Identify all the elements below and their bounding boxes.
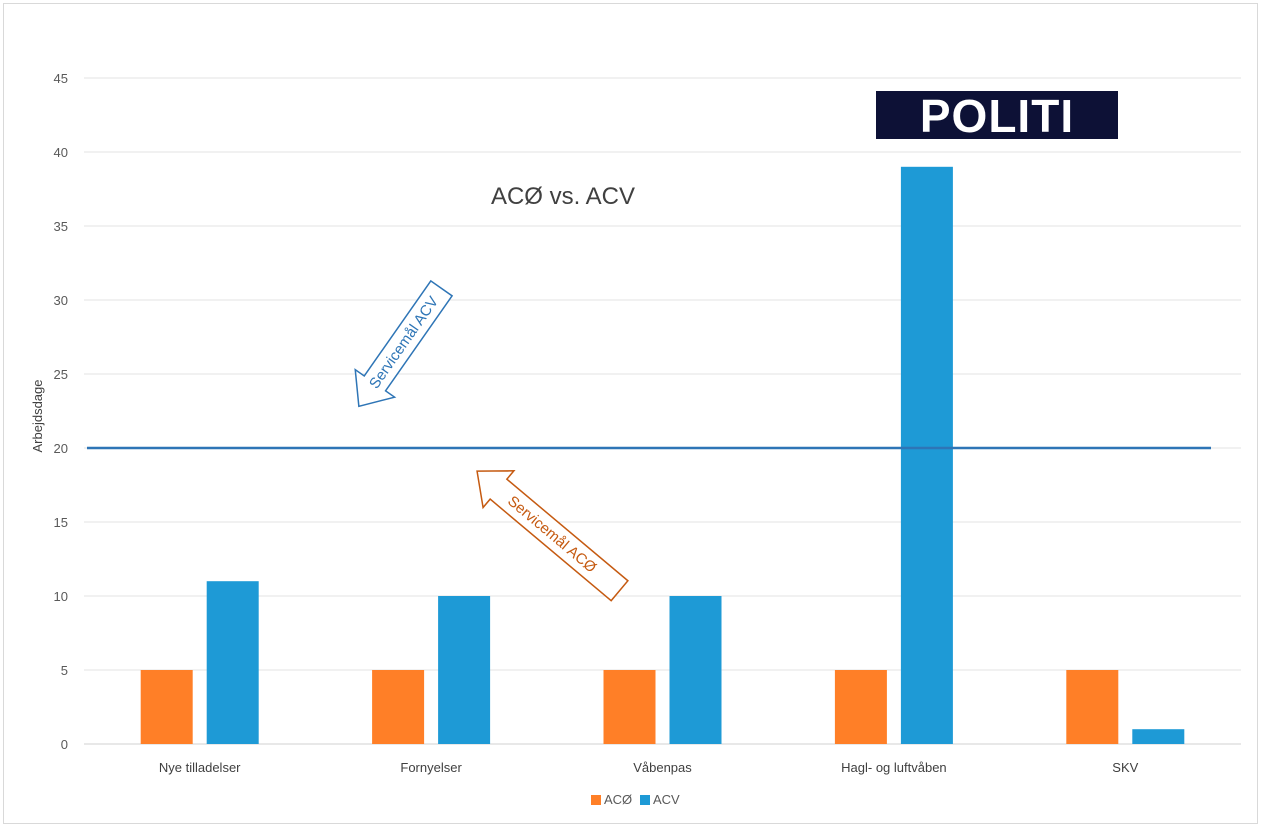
x-category-label: SKV xyxy=(1112,760,1138,775)
bar-acv xyxy=(206,581,259,744)
legend-label-acv: ACV xyxy=(653,792,680,807)
bar-acv xyxy=(669,596,722,744)
bar-aco xyxy=(834,670,887,744)
y-tick-label: 40 xyxy=(54,145,68,160)
y-tick-label: 15 xyxy=(54,515,68,530)
y-tick-label: 10 xyxy=(54,589,68,604)
x-category-label: Nye tilladelser xyxy=(159,760,241,775)
y-tick-label: 30 xyxy=(54,293,68,308)
y-tick-labels: 0 5 10 15 20 25 30 35 40 45 xyxy=(54,71,68,752)
servicemaal-aco-arrow-shape xyxy=(476,469,629,602)
x-category-labels: Nye tilladelser Fornyelser Våbenpas Hagl- o… xyxy=(159,760,1139,775)
bar-aco xyxy=(140,670,193,744)
y-tick-label: 5 xyxy=(61,663,68,678)
chart-title: ACØ vs. ACV xyxy=(491,183,635,210)
servicemaal-acv-arrow: Servicemål ACV xyxy=(354,279,454,408)
bar-acv xyxy=(438,596,491,744)
x-category-label: Våbenpas xyxy=(633,760,692,775)
y-tick-label: 45 xyxy=(54,71,68,86)
y-tick-label: 25 xyxy=(54,367,68,382)
servicemaal-aco-arrow: Servicemål ACØ xyxy=(476,469,629,602)
bar-aco xyxy=(372,670,425,744)
servicemaal-aco-label: Servicemål ACØ xyxy=(504,493,599,577)
legend-label-aco: ACØ xyxy=(604,792,632,807)
chart-frame: 0 5 10 15 20 25 30 35 40 45 Nye tilladelser Fornye… xyxy=(3,3,1258,824)
y-tick-label: 35 xyxy=(54,219,68,234)
servicemaal-acv-label: Servicemål ACV xyxy=(366,293,442,392)
servicemaal-acv-arrow-shape xyxy=(354,279,454,408)
politi-logo: POLITI xyxy=(876,90,1118,142)
x-category-label: Hagl- og luftvåben xyxy=(841,760,947,775)
bar-aco xyxy=(1066,670,1119,744)
legend-swatch-acv xyxy=(640,795,650,805)
y-axis-label: Arbejdsdage xyxy=(30,380,45,453)
y-tick-label: 0 xyxy=(61,737,68,752)
legend: ACØ ACV xyxy=(591,792,680,807)
bar-acv xyxy=(900,166,953,745)
politi-logo-text: POLITI xyxy=(920,90,1074,142)
chart: 0 5 10 15 20 25 30 35 40 45 Nye tilladelser Fornye… xyxy=(30,71,1241,807)
bar-aco xyxy=(603,670,656,744)
politi-logo-background xyxy=(876,91,1118,139)
x-category-label: Fornyelser xyxy=(400,760,462,775)
y-tick-label: 20 xyxy=(54,441,68,456)
bar-acv xyxy=(1132,729,1185,744)
legend-swatch-aco xyxy=(591,795,601,805)
bars xyxy=(140,166,1185,745)
